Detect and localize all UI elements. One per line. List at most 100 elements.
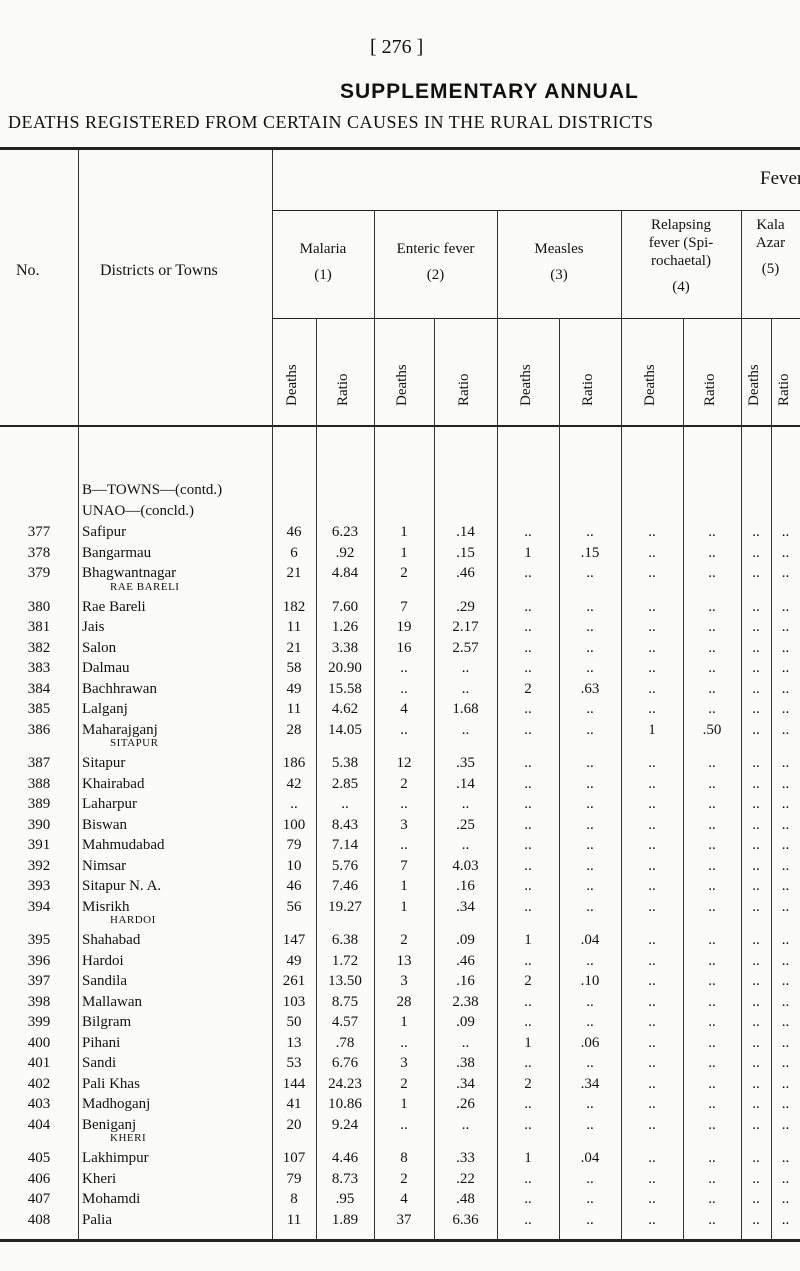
cell: 19.27 xyxy=(328,898,362,915)
rule xyxy=(374,210,375,1240)
row-number: 382 xyxy=(27,639,51,656)
rule xyxy=(272,210,800,211)
cell: 2.17 xyxy=(452,619,479,635)
row-name: Laharpur xyxy=(82,796,137,812)
row-name: Hardoi xyxy=(82,952,124,969)
cell: 6.36 xyxy=(452,1211,479,1228)
rule xyxy=(0,147,800,150)
cell: .. xyxy=(781,1116,790,1133)
cell: .. xyxy=(752,993,760,1010)
cell: .. xyxy=(752,1150,760,1166)
cell: .48 xyxy=(456,1191,475,1207)
cell: 2.85 xyxy=(331,775,359,792)
cell: .. xyxy=(708,755,716,771)
cell: .. xyxy=(648,796,656,812)
cell: 56 xyxy=(286,898,302,915)
cell: .. xyxy=(708,1034,716,1051)
cell: .14 xyxy=(456,775,475,792)
cell: 46 xyxy=(286,878,302,894)
cell: 13 xyxy=(396,952,412,969)
section-heading: B—TOWNS—(contd.) xyxy=(82,482,223,498)
cell: 21 xyxy=(286,565,302,581)
cell: 6.23 xyxy=(331,524,359,540)
cell: 100 xyxy=(282,816,306,833)
cell: .. xyxy=(781,796,790,812)
rule xyxy=(434,318,435,1240)
cell: 50 xyxy=(286,1014,302,1030)
cell: .. xyxy=(586,816,594,833)
cell: .. xyxy=(400,680,408,697)
cell: .09 xyxy=(456,1014,475,1030)
cell: 2 xyxy=(524,680,532,697)
cell: 37 xyxy=(396,1211,412,1228)
cell: 79 xyxy=(286,1170,302,1187)
cell: .. xyxy=(752,598,760,615)
cell: 107 xyxy=(282,1150,306,1166)
cell: .. xyxy=(781,755,790,771)
cell: 2 xyxy=(400,1170,408,1187)
cause-name: Azar xyxy=(755,235,786,251)
cell: .38 xyxy=(456,1055,475,1071)
row-number: 384 xyxy=(27,680,51,697)
cell: 4.62 xyxy=(331,701,359,717)
cell: .. xyxy=(586,701,594,717)
cell: .. xyxy=(648,775,656,792)
cell: .15 xyxy=(456,544,475,561)
cell: 28 xyxy=(396,993,412,1010)
cause-number: (5) xyxy=(761,261,780,277)
rule xyxy=(741,210,742,1240)
row-name: Pihani xyxy=(82,1034,121,1051)
cell: 13 xyxy=(286,1034,302,1051)
cause-number: (4) xyxy=(672,279,690,295)
row-number: 407 xyxy=(27,1191,51,1207)
cell: .. xyxy=(708,524,716,540)
cell: .26 xyxy=(456,1096,475,1112)
cell: 21 xyxy=(286,639,302,656)
cell: .. xyxy=(781,837,790,853)
cell: 42 xyxy=(286,775,302,792)
row-number: 396 xyxy=(27,952,51,969)
row-number: 398 xyxy=(27,993,51,1010)
row-name: Bachhrawan xyxy=(82,680,157,697)
row-name: Bilgram xyxy=(82,1014,132,1030)
row-name: Palia xyxy=(82,1211,112,1228)
cell: .. xyxy=(708,878,716,894)
cell: .. xyxy=(708,1096,716,1112)
cell: .. xyxy=(400,1116,408,1133)
section-heading: RAE BARELI xyxy=(110,580,180,593)
row-name: Kheri xyxy=(82,1170,117,1187)
cell: .. xyxy=(781,1150,790,1166)
cell: .. xyxy=(524,1211,532,1228)
cell: .. xyxy=(781,1055,790,1071)
cell: .. xyxy=(752,973,760,989)
cell: .. xyxy=(524,857,532,874)
cell: 1 xyxy=(524,544,532,561)
cell: .. xyxy=(648,524,656,540)
cell: .22 xyxy=(456,1170,475,1187)
cell: 10.86 xyxy=(328,1096,362,1112)
cell: .. xyxy=(752,701,760,717)
cell: .. xyxy=(752,1096,760,1112)
cell: .. xyxy=(708,932,716,948)
cell: .. xyxy=(524,524,532,540)
cause-name: Kala xyxy=(756,217,785,233)
row-name: Dalmau xyxy=(82,660,130,676)
row-number: 392 xyxy=(27,857,51,874)
cell: 4.57 xyxy=(331,1014,359,1030)
cell: .. xyxy=(648,816,656,833)
cell: .. xyxy=(752,898,760,915)
cell: 8.43 xyxy=(331,816,359,833)
cell: 7.60 xyxy=(331,598,359,615)
cell: 1.89 xyxy=(331,1211,359,1228)
cell: .. xyxy=(524,619,532,635)
cell: .33 xyxy=(456,1150,475,1166)
cell: .. xyxy=(648,993,656,1010)
cell: .. xyxy=(586,796,594,812)
group-header: Fever xyxy=(760,168,800,189)
cell: .. xyxy=(781,660,790,676)
cell: .. xyxy=(752,1075,760,1092)
row-number: 390 xyxy=(27,816,51,833)
row-name: Safipur xyxy=(82,524,127,540)
cell: 1 xyxy=(400,878,408,894)
cell: .. xyxy=(586,1211,594,1228)
